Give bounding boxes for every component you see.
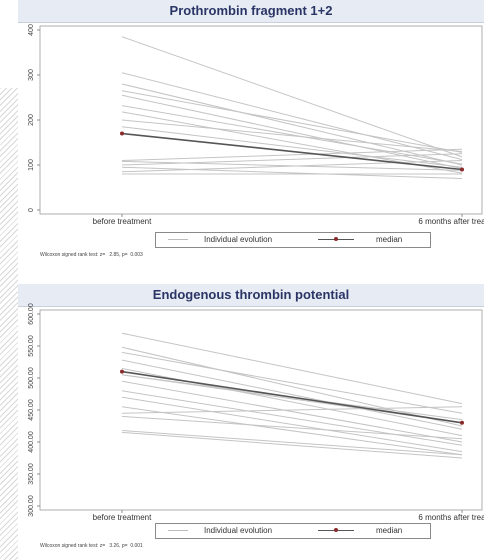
y-tick-label: 400 (28, 24, 35, 36)
x-tick-label: 6 months after treatment (418, 217, 484, 226)
median-line (121, 132, 463, 171)
individual-line (121, 105, 463, 165)
individual-line (121, 332, 463, 405)
legend: Individual evolution median (155, 232, 431, 248)
y-tick-label: 450.00 (28, 399, 35, 421)
individual-line (121, 406, 463, 414)
y-tick-label: 500.00 (28, 367, 35, 389)
individual-line (121, 166, 463, 179)
individual-line (121, 429, 463, 456)
y-tick-label: 350.00 (28, 463, 35, 485)
x-tick-label: 6 months after treatment (418, 513, 484, 522)
individual-line (121, 359, 463, 430)
individual-line (121, 380, 463, 443)
y-tick-label: 400.00 (28, 431, 35, 453)
plot-area: 0 100 200 300 400 before treatment 6 months af… (28, 24, 484, 226)
y-tick-label: 0 (28, 208, 35, 212)
individual-line (121, 153, 463, 166)
title-band (18, 0, 484, 23)
individual-line (121, 148, 463, 161)
chart-prothrombin: Prothrombin fragment 1+2 0 100 200 300 400 be… (18, 0, 484, 278)
decorative-hatch (0, 88, 18, 560)
plot-area: 300.00 350.00 400.00 450.00 500.00 550.00 600.… (28, 303, 484, 522)
legend-label-individual: Individual evolution (204, 526, 273, 535)
plot-frame (39, 309, 483, 511)
stat-text: Wilcoxon signed rank test: z= 2.85, p= 0… (40, 252, 143, 258)
legend-swatch-median (318, 528, 354, 532)
individual-line (121, 406, 463, 456)
legend-swatch-individual (168, 530, 188, 531)
individual-line (121, 346, 463, 427)
x-tick-label: before treatment (93, 513, 152, 522)
individual-line (121, 90, 463, 153)
title-band (18, 284, 484, 307)
chart-title: Prothrombin fragment 1+2 (169, 3, 333, 18)
median-point (460, 420, 464, 425)
individual-line (121, 351, 463, 414)
chart-etp: Endogenous thrombin potential 300.00 350.… (18, 284, 484, 560)
individual-line (121, 160, 463, 173)
individual-line (121, 390, 463, 446)
y-tick-label: 100 (28, 159, 35, 171)
chart-title: Endogenous thrombin potential (152, 287, 350, 302)
median-point (120, 131, 124, 136)
individual-line (121, 415, 463, 440)
x-tick-label: before treatment (93, 217, 152, 226)
legend: Individual evolution median (155, 523, 431, 539)
y-tick-label: 600.00 (28, 303, 35, 325)
individual-line (121, 126, 463, 168)
individual-line (121, 396, 463, 453)
y-tick-label: 200 (28, 114, 35, 126)
plot-frame (39, 25, 483, 215)
individual-line (121, 72, 463, 161)
legend-swatch-individual (168, 239, 188, 240)
individual-line (121, 36, 463, 158)
legend-label-individual: Individual evolution (204, 235, 273, 244)
legend-label-median: median (376, 235, 403, 244)
individual-line (121, 431, 463, 459)
individual-line (121, 119, 463, 152)
y-tick-label: 300 (28, 69, 35, 81)
legend-swatch-median (318, 237, 354, 241)
stat-text: Wilcoxon signed rank test: z= 3.26, p= 0… (40, 543, 143, 549)
individual-line (121, 94, 463, 170)
y-tick-label: 300.00 (28, 495, 35, 517)
median-point (120, 369, 124, 374)
y-tick-label: 550.00 (28, 335, 35, 357)
legend-label-median: median (376, 526, 403, 535)
median-point (460, 167, 464, 172)
median-line (121, 370, 463, 424)
